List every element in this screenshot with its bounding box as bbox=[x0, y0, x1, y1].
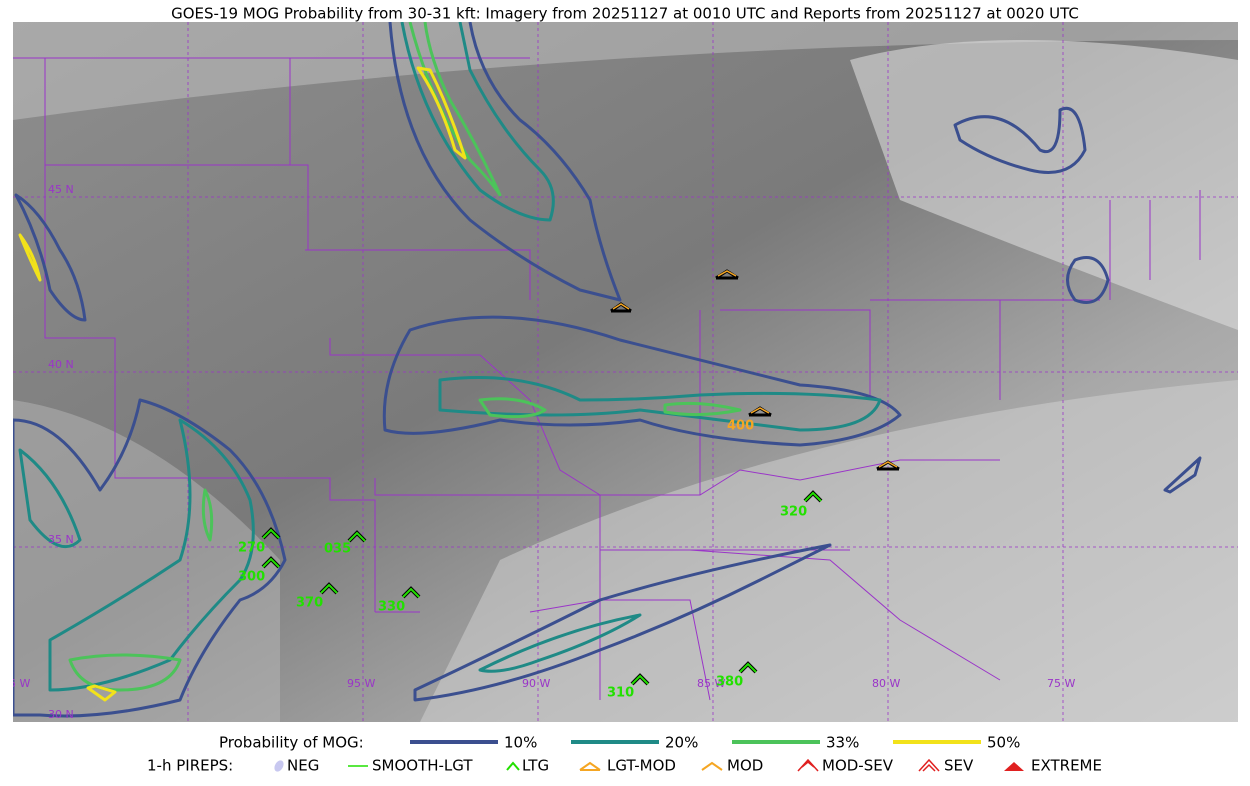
lon-label: 80 W bbox=[872, 677, 900, 690]
legend-label: LGT-MOD bbox=[607, 757, 676, 775]
path-shape bbox=[717, 270, 737, 277]
lon-label: 85 W bbox=[697, 677, 725, 690]
ellipse-shape bbox=[274, 760, 284, 772]
path-shape bbox=[739, 662, 757, 673]
lon-label: 105 W bbox=[0, 677, 30, 690]
legend-label: MOD bbox=[727, 757, 763, 775]
pirep-label: 035 bbox=[324, 542, 351, 557]
path-shape bbox=[1004, 762, 1024, 771]
lat-label: 35 N bbox=[48, 533, 74, 546]
lon-label: 95 W bbox=[347, 677, 375, 690]
legend: Probability of MOG: 1-h PIREPS: 10% 20% 33… bbox=[147, 734, 1102, 775]
pirep-icons bbox=[274, 758, 1024, 772]
pirep-label: 380 bbox=[716, 675, 743, 690]
legend-title: Probability of MOG: bbox=[219, 734, 364, 752]
path-shape bbox=[631, 674, 649, 685]
path-shape bbox=[262, 557, 280, 568]
legend-title: 1-h PIREPS: bbox=[147, 757, 233, 775]
pirep-label: 310 bbox=[607, 686, 634, 701]
legend-label: 50% bbox=[987, 734, 1020, 752]
contour-10 bbox=[413, 543, 832, 702]
legend-label: NEG bbox=[287, 757, 319, 775]
lat-label: 45 N bbox=[48, 183, 74, 196]
cloud bbox=[13, 22, 1238, 120]
path-shape bbox=[701, 761, 723, 771]
path-shape bbox=[579, 761, 601, 771]
contours bbox=[13, 22, 1202, 718]
contour-10 bbox=[13, 398, 287, 718]
contour-20 bbox=[18, 418, 255, 692]
legend-label: 10% bbox=[504, 734, 537, 752]
path-shape bbox=[348, 531, 366, 542]
path-shape bbox=[750, 407, 770, 414]
contour-20 bbox=[478, 613, 642, 673]
legend-label: SEV bbox=[944, 757, 974, 775]
lat-label: 30 N bbox=[48, 708, 74, 721]
path-shape bbox=[804, 491, 822, 502]
pirep-label: 330 bbox=[378, 600, 405, 615]
path-shape bbox=[402, 587, 420, 598]
contour-10 bbox=[388, 22, 622, 302]
path-shape bbox=[797, 758, 819, 772]
path-shape bbox=[878, 461, 898, 468]
pirep-markers bbox=[261, 269, 900, 686]
legend-label: EXTREME bbox=[1031, 757, 1102, 775]
cloud bbox=[13, 400, 280, 722]
legend-label: 33% bbox=[826, 734, 859, 752]
path-shape bbox=[320, 583, 338, 594]
pirep-label: 270 bbox=[238, 541, 265, 556]
graticule bbox=[13, 22, 1238, 722]
pirep-label: 400 bbox=[727, 419, 754, 434]
lat-label: 40 N bbox=[48, 358, 74, 371]
path-shape bbox=[918, 758, 940, 772]
map: 45 N 40 N 35 N 30 N 105 W 95 W 90 W 85 W… bbox=[0, 22, 1238, 722]
lon-label: 75 W bbox=[1047, 677, 1075, 690]
legend-label: LTG bbox=[522, 757, 549, 775]
contour-33 bbox=[68, 488, 214, 692]
contour-10 bbox=[1066, 256, 1110, 304]
cloud bbox=[850, 40, 1238, 330]
contour-20 bbox=[400, 22, 555, 222]
contour-10 bbox=[14, 193, 87, 322]
title: GOES-19 MOG Probability from 30-31 kft: … bbox=[171, 5, 1079, 23]
legend-label: SMOOTH-LGT bbox=[372, 757, 473, 775]
contour-10 bbox=[382, 315, 902, 447]
contour-50 bbox=[416, 66, 467, 160]
contour-50 bbox=[18, 233, 117, 702]
lon-label: 90 W bbox=[522, 677, 550, 690]
contour-20 bbox=[438, 376, 882, 432]
pirep-label: 370 bbox=[296, 596, 323, 611]
legend-label: MOD-SEV bbox=[822, 757, 894, 775]
legend-label: 20% bbox=[665, 734, 698, 752]
cloud bbox=[420, 380, 1238, 722]
pirep-label: 320 bbox=[780, 505, 807, 520]
path-shape bbox=[612, 303, 630, 310]
pirep-label: 300 bbox=[238, 570, 265, 585]
path-shape bbox=[506, 761, 520, 771]
path-shape bbox=[262, 528, 280, 539]
contour-33 bbox=[478, 397, 742, 419]
contour-10 bbox=[1163, 456, 1202, 494]
contour-10 bbox=[953, 107, 1087, 174]
